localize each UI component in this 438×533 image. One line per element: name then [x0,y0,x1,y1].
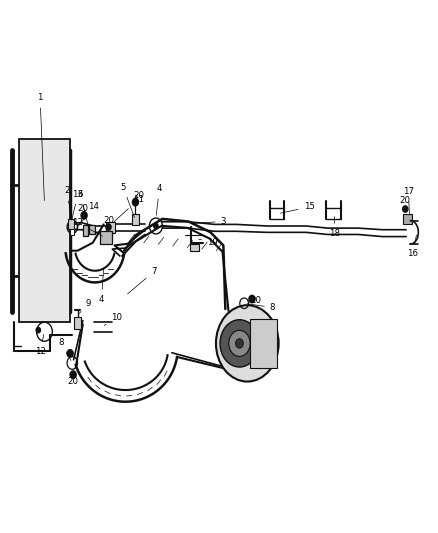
Bar [83,225,88,236]
Circle shape [36,327,40,333]
Circle shape [81,212,87,219]
Circle shape [70,371,76,378]
Circle shape [249,295,255,303]
Bar [68,219,74,229]
Text: 7: 7 [127,268,156,294]
Text: 5: 5 [120,183,134,217]
Circle shape [220,320,259,367]
Text: 8: 8 [247,303,275,312]
Bar [74,317,81,329]
Text: 12: 12 [72,218,102,236]
Bar [106,222,115,233]
Circle shape [216,305,279,382]
Text: 2: 2 [64,187,72,219]
Text: 14: 14 [75,203,99,230]
Text: 3: 3 [191,217,226,226]
Text: 9: 9 [79,299,91,313]
Circle shape [106,224,111,230]
Text: 18: 18 [329,216,340,238]
Bar [100,231,112,244]
Text: 8: 8 [59,338,71,360]
Circle shape [154,223,158,229]
Text: 20: 20 [134,191,145,200]
Text: 20: 20 [251,296,262,305]
Text: 15: 15 [280,203,314,213]
Circle shape [229,330,250,357]
Circle shape [403,206,408,212]
Text: 17: 17 [403,187,414,215]
Circle shape [132,198,138,206]
Text: 13: 13 [72,190,84,220]
Text: 12: 12 [35,334,46,356]
Bar [190,244,199,251]
Text: 19: 19 [198,238,218,247]
Bar [70,229,74,235]
Circle shape [236,338,244,348]
Circle shape [67,350,73,357]
Text: 1: 1 [37,93,44,200]
Text: 6: 6 [78,190,88,224]
Text: 11: 11 [113,195,144,223]
Text: 20: 20 [104,216,115,225]
Bar [251,319,277,368]
Bar [403,214,412,224]
Text: 16: 16 [407,235,418,258]
Text: 20: 20 [400,196,411,205]
Text: 20: 20 [67,377,79,386]
Bar [89,225,95,235]
Text: 4: 4 [156,184,162,215]
Text: 4: 4 [99,268,104,304]
Bar [19,139,70,322]
Bar [132,214,139,225]
Text: 20: 20 [78,204,89,213]
Text: 10: 10 [104,313,122,326]
